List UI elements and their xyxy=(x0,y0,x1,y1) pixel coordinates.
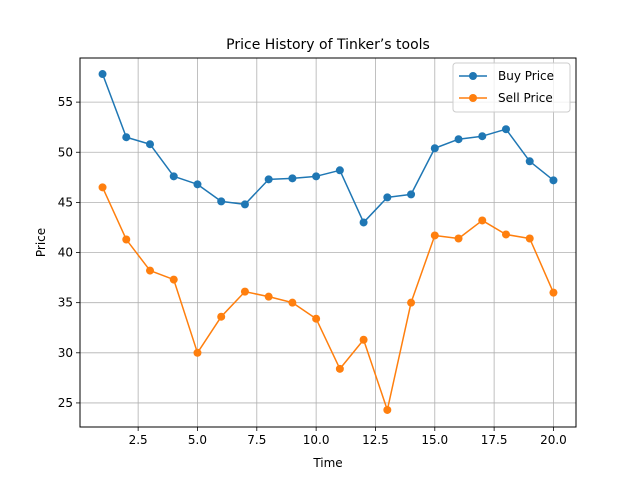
x-tick-label: 10.0 xyxy=(303,433,330,447)
series-1 xyxy=(98,70,558,227)
data-point xyxy=(478,216,487,225)
data-point xyxy=(359,218,368,227)
data-point xyxy=(193,348,202,357)
data-point xyxy=(335,166,344,175)
data-point xyxy=(98,183,107,192)
data-point xyxy=(288,298,297,307)
series-line xyxy=(101,187,555,411)
data-point xyxy=(98,70,107,79)
data-point xyxy=(407,190,416,199)
data-point xyxy=(264,292,273,301)
axis-ticks: 2.5 5.0 7.5 10.0 12.5 15.0 17.5 20.0 25 30 35 40 45 5… xyxy=(58,95,567,447)
legend-label: Sell Price xyxy=(498,91,553,105)
x-tick-label: 17.5 xyxy=(481,433,508,447)
legend-marker xyxy=(469,72,477,80)
data-point xyxy=(288,174,297,183)
gridlines xyxy=(80,58,576,427)
data-point xyxy=(240,200,249,209)
x-tick-label: 15.0 xyxy=(421,433,448,447)
y-tick-label: 55 xyxy=(58,95,73,109)
data-point xyxy=(193,180,202,189)
data-point xyxy=(549,176,558,185)
legend-item: Sell Price xyxy=(459,91,553,105)
data-point xyxy=(525,157,534,166)
legend-item: Buy Price xyxy=(459,69,554,83)
data-point xyxy=(525,234,534,243)
series xyxy=(98,70,558,414)
x-tick-label: 5.0 xyxy=(188,433,207,447)
x-axis-label: Time xyxy=(312,456,342,470)
data-point xyxy=(383,193,392,202)
y-tick-label: 30 xyxy=(58,346,73,360)
data-point xyxy=(312,172,321,181)
y-tick-label: 40 xyxy=(58,246,73,260)
data-point xyxy=(383,405,392,414)
y-axis-label: Price xyxy=(34,228,48,257)
data-point xyxy=(217,197,226,206)
y-tick-label: 45 xyxy=(58,195,73,209)
data-point xyxy=(430,144,439,153)
data-point xyxy=(335,364,344,373)
data-point xyxy=(359,335,368,344)
data-point xyxy=(169,275,178,284)
data-point xyxy=(146,266,155,275)
data-point xyxy=(264,175,273,184)
data-point xyxy=(146,140,155,149)
plot-frame xyxy=(79,57,577,428)
data-point xyxy=(454,234,463,243)
legend-label: Buy Price xyxy=(498,69,554,83)
data-point xyxy=(217,312,226,321)
x-tick-label: 20.0 xyxy=(540,433,567,447)
data-point xyxy=(549,288,558,297)
data-point xyxy=(169,172,178,181)
chart-title: Price History of Tinker’s tools xyxy=(226,37,430,53)
data-point xyxy=(501,230,510,239)
data-point xyxy=(454,135,463,144)
data-point xyxy=(407,298,416,307)
data-point xyxy=(122,235,131,244)
y-tick-label: 25 xyxy=(58,396,73,410)
data-point xyxy=(312,314,321,323)
legend-marker xyxy=(469,94,477,102)
y-tick-label: 50 xyxy=(58,145,73,159)
series-2 xyxy=(98,183,558,414)
data-point xyxy=(478,132,487,141)
y-tick-label: 35 xyxy=(58,296,73,310)
x-tick-label: 7.5 xyxy=(247,433,266,447)
data-point xyxy=(240,287,249,296)
legend: Buy Price Sell Price xyxy=(452,62,571,113)
data-point xyxy=(122,133,131,142)
data-point xyxy=(501,125,510,134)
data-point xyxy=(430,231,439,240)
x-tick-label: 12.5 xyxy=(362,433,389,447)
x-tick-label: 2.5 xyxy=(129,433,148,447)
